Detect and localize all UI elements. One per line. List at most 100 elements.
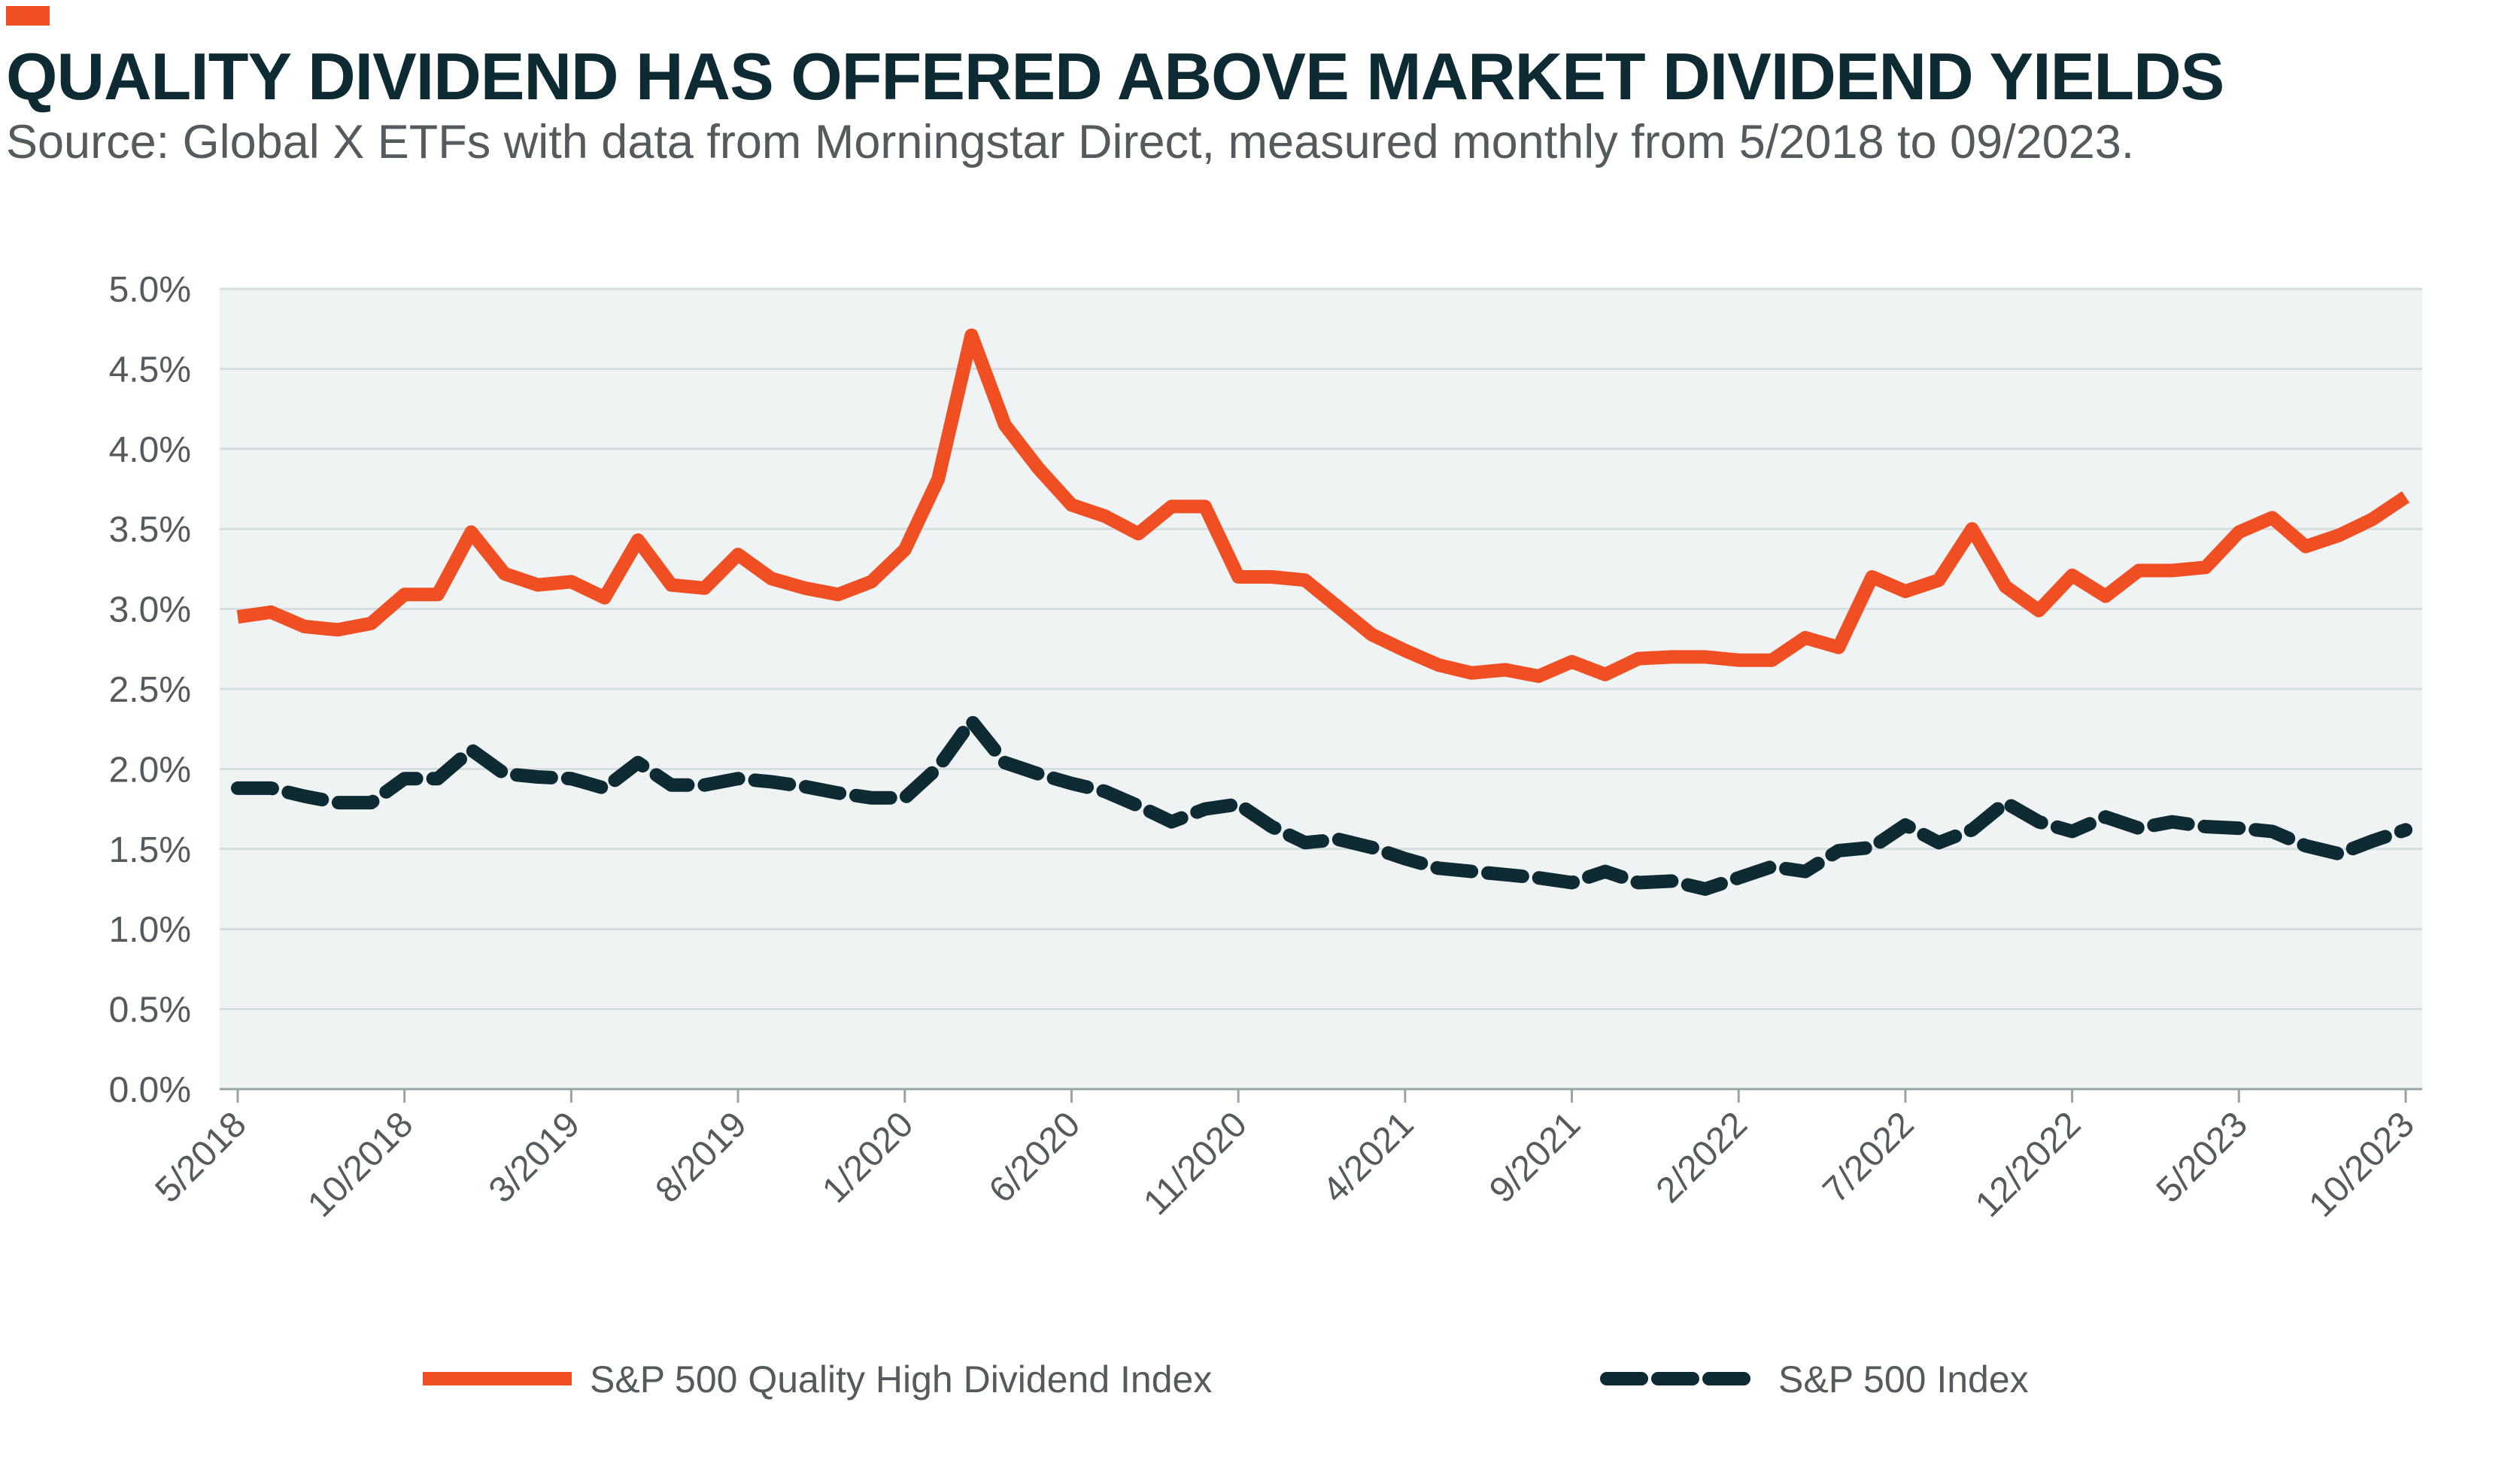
data-point [1866,570,1879,584]
data-point [1198,499,1212,513]
data-point [2166,564,2179,578]
data-point [1899,818,1912,832]
chart-title: QUALITY DIVIDEND HAS OFFERED ABOVE MARKE… [6,39,2224,114]
data-point [1699,650,1712,663]
data-point [1799,865,1812,879]
data-point [1665,874,1679,888]
data-point [1832,641,1845,654]
data-point [1766,860,1779,873]
data-point [364,617,378,630]
data-point [431,772,445,785]
data-point [898,791,912,805]
data-point [1031,767,1045,781]
data-point [898,543,912,557]
data-point [1932,836,1945,849]
data-point [1365,841,1379,854]
data-point [2066,569,2079,582]
data-point [998,418,1012,432]
data-point [1465,865,1479,879]
data-point [1732,654,1745,667]
data-point [731,772,745,785]
data-point [231,781,244,795]
y-tick-label: 0.5% [109,991,191,1030]
data-point [1231,570,1245,584]
data-point [264,781,278,795]
y-tick-label: 0.0% [109,1070,191,1110]
x-tick-label: 5/2023 [2149,1104,2255,1210]
y-tick-label: 3.0% [109,590,191,630]
data-point [831,587,845,601]
data-point [1866,841,1879,854]
y-tick-label: 3.5% [109,510,191,550]
data-point [1966,823,1979,836]
x-tick-label: 10/2018 [300,1104,421,1225]
x-tick-label: 10/2023 [2302,1104,2422,1225]
data-point [1265,570,1278,584]
data-point [2266,824,2279,838]
data-point [264,605,278,619]
data-point [1966,522,1979,536]
y-tick-label: 5.0% [109,270,191,310]
data-point [2232,525,2245,539]
data-point [1599,668,1612,681]
data-point [2366,834,2379,848]
data-point [331,796,345,809]
data-point [864,791,878,805]
data-point [1331,833,1345,846]
data-point [698,778,712,792]
x-tick-label: 1/2020 [815,1104,921,1210]
data-point [598,591,612,605]
data-point [2032,604,2045,618]
data-point [498,767,512,781]
data-point [1131,799,1145,812]
series-lines [231,328,2412,896]
data-point [1532,871,1545,885]
data-point [731,548,745,561]
data-point [1064,777,1078,791]
data-point [1498,663,1512,676]
data-point [1031,461,1045,475]
data-point [2332,847,2346,860]
x-tick-label: 11/2020 [1136,1104,1255,1223]
data-point [1899,584,1912,598]
x-tick-label: 9/2021 [1482,1104,1588,1210]
legend-label-sp500: S&P 500 Index [1778,1358,2029,1401]
data-point [231,610,244,624]
x-tick-label: 3/2019 [481,1104,588,1210]
data-point [1932,573,1945,587]
data-point [931,760,945,774]
series-line-sp500 [231,714,2412,896]
data-point [1064,498,1078,511]
legend: S&P 500 Quality High Dividend Index S&P … [423,1358,2029,1401]
data-point [831,786,845,800]
data-point [464,743,478,757]
data-point [1999,796,2012,809]
data-point [1632,876,1645,889]
data-point [1331,600,1345,614]
y-tick-label: 1.5% [109,830,191,870]
data-point [2132,821,2145,835]
data-point [1632,652,1645,666]
data-point [564,772,578,785]
data-point [631,533,645,547]
data-point [798,780,812,794]
data-point [2399,823,2412,836]
data-point [1231,797,1245,811]
data-point [1398,644,1412,657]
data-point [931,472,945,486]
data-point [1298,836,1312,849]
data-point [2166,815,2179,829]
data-point [798,581,812,595]
data-point [598,781,612,795]
data-point [564,575,578,588]
data-point [398,772,411,785]
data-point [1665,650,1679,663]
data-point [398,587,411,601]
data-point [1432,861,1445,875]
data-point [1732,871,1745,885]
x-tick-label: 2/2022 [1649,1104,1755,1210]
x-tick-label: 8/2019 [648,1104,755,1210]
data-point [2099,590,2112,603]
data-point [1999,580,2012,593]
